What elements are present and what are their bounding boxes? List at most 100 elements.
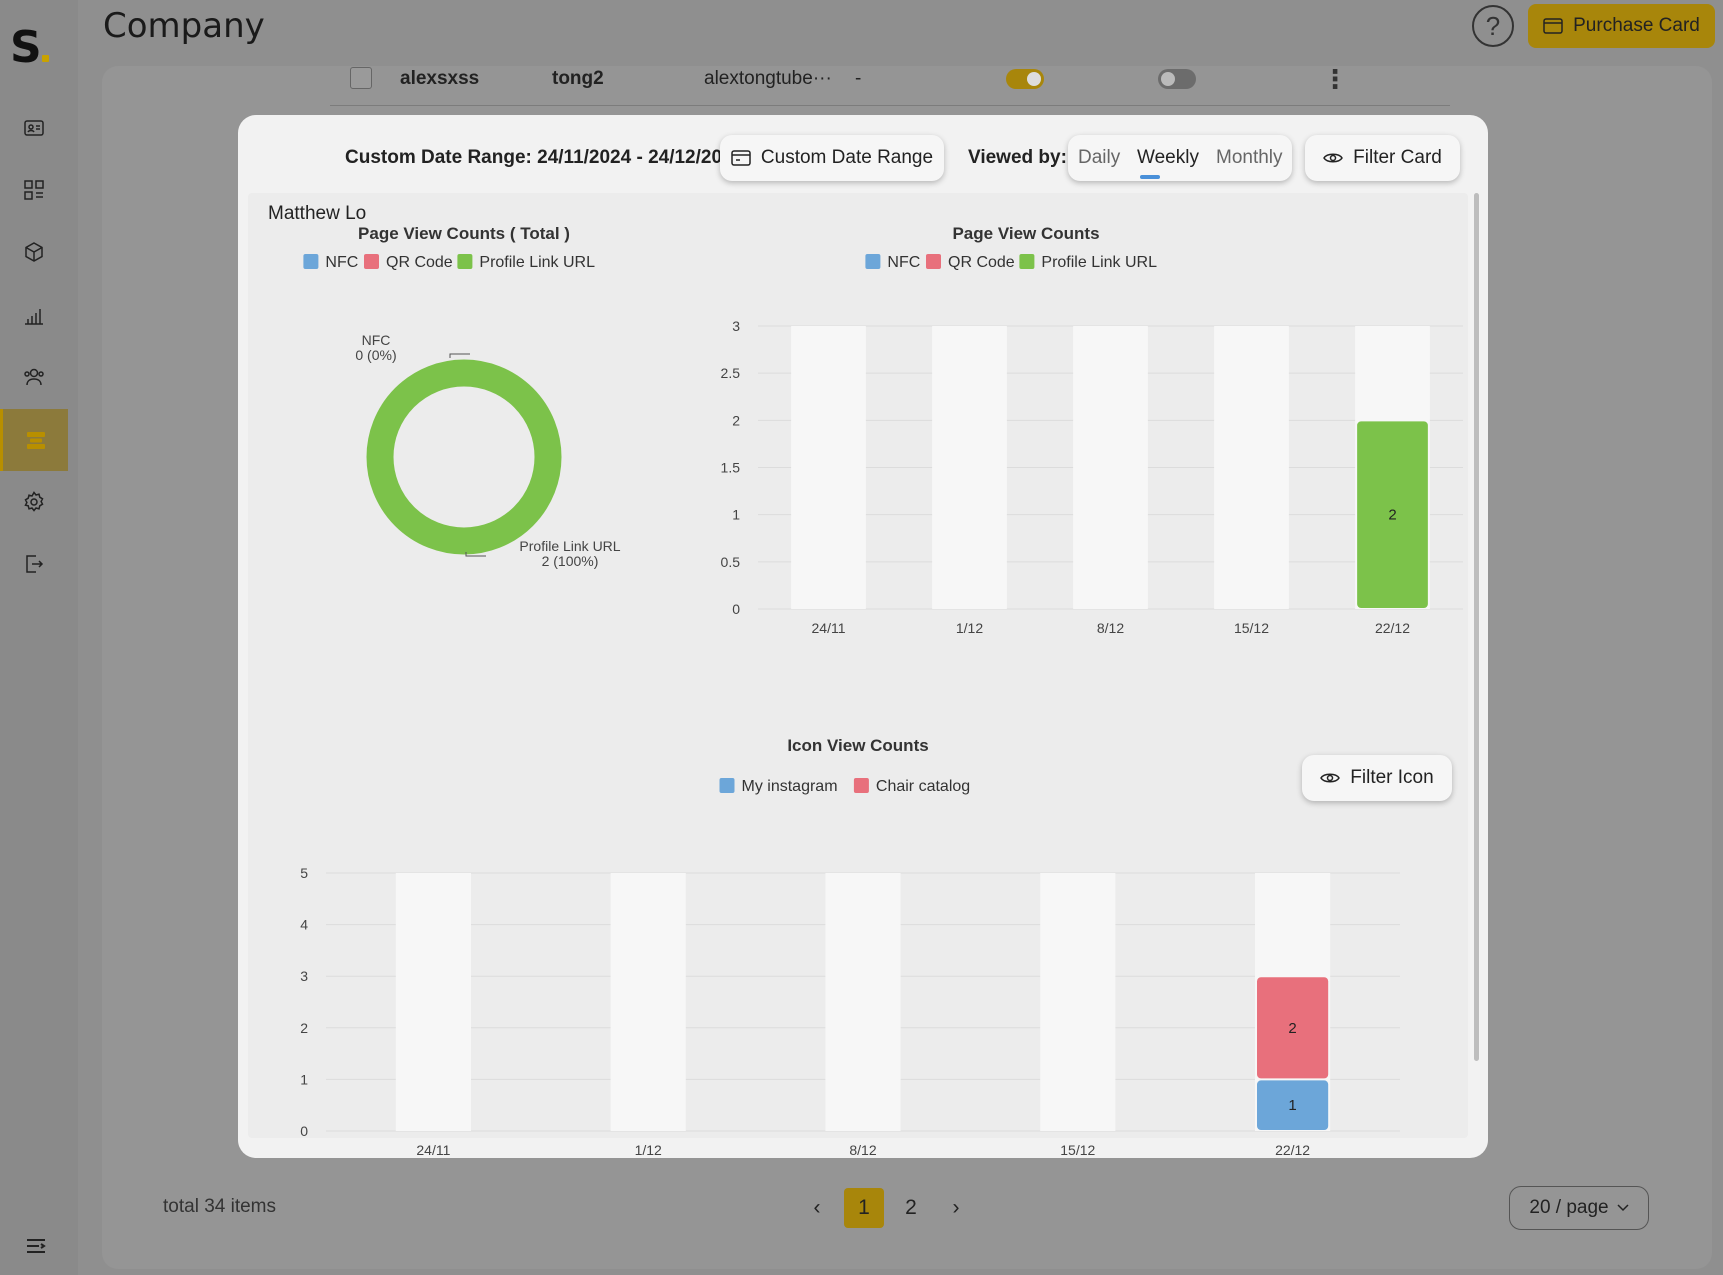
bar-background (610, 873, 686, 1131)
prev-page-button[interactable]: ‹ (813, 1196, 821, 1219)
x-tick-label: 24/11 (812, 620, 846, 636)
legend-swatch-qr-code[interactable] (926, 254, 941, 269)
legend-swatch-profile-link-url[interactable] (457, 254, 473, 269)
legend-label-my-instagram[interactable]: My instagram (742, 778, 838, 795)
legend-label-nfc[interactable]: NFC (325, 254, 358, 271)
viewed-by-label: Viewed by: (968, 147, 1067, 168)
modal-scrollbar[interactable] (1474, 193, 1479, 1061)
nav-logout[interactable] (0, 533, 68, 595)
view-period-segmented: Daily Weekly Monthly (1068, 135, 1292, 181)
bar-background (1073, 326, 1148, 609)
row-toggle-inactive[interactable] (1158, 69, 1196, 89)
nav-cards[interactable] (0, 409, 68, 471)
legend-label-qr-code[interactable]: QR Code (386, 254, 453, 271)
icon-view-counts-chart: Icon View Counts My instagram Chair catalo… (300, 736, 1400, 1158)
filter-card-button[interactable]: Filter Card (1305, 135, 1460, 181)
analytics-modal: Custom Date Range: 24/11/2024 - 24/12/20… (238, 115, 1488, 1158)
row-email: alextongtube··· (704, 68, 832, 89)
bar-background (825, 873, 901, 1131)
calendar-icon (731, 150, 751, 166)
y-tick-label: 2.5 (721, 365, 741, 381)
nav-dashboard[interactable] (0, 159, 68, 221)
legend-swatch-my-instagram[interactable] (719, 778, 735, 793)
slice-label-nfc-name: NFC (362, 332, 391, 348)
row-toggle-active[interactable] (1006, 69, 1044, 89)
y-tick-label: 1.5 (721, 460, 741, 476)
page-size-select[interactable]: 20 / page (1509, 1186, 1649, 1230)
row-name: alexsxss (400, 68, 480, 89)
eye-icon (1323, 153, 1344, 163)
data-label: 2 (1388, 507, 1396, 524)
legend-swatch-qr-code[interactable] (364, 254, 379, 269)
legend-label-profile-link-url[interactable]: Profile Link URL (1041, 254, 1157, 271)
legend-swatch-nfc[interactable] (865, 254, 881, 269)
slice-label-profile-name: Profile Link URL (519, 538, 620, 554)
next-page-button[interactable]: › (952, 1196, 960, 1219)
filter-icon-button[interactable]: Filter Icon (1302, 755, 1452, 801)
view-daily[interactable]: Daily (1078, 147, 1121, 168)
nav-products[interactable] (0, 221, 68, 283)
legend-label-nfc[interactable]: NFC (887, 254, 920, 271)
filter-icon-label: Filter Icon (1350, 767, 1434, 788)
y-tick-label: 1 (300, 1071, 308, 1087)
page-2-button[interactable]: 2 (905, 1196, 917, 1219)
y-tick-label: 0 (732, 601, 740, 617)
donut-slice-profile-link-url (366, 359, 562, 555)
legend-swatch-nfc[interactable] (303, 254, 319, 269)
y-tick-label: 0.5 (721, 554, 741, 570)
bar-background (932, 326, 1007, 609)
sidebar: S (0, 0, 78, 1275)
owner-name: Matthew Lo (268, 203, 367, 224)
y-tick-label: 4 (300, 917, 308, 933)
label-line-profile (465, 552, 486, 557)
y-tick-label: 0 (300, 1123, 308, 1139)
data-label: 2 (1288, 1020, 1296, 1037)
bar-profile-link-url[interactable] (1357, 421, 1428, 608)
page-view-counts-chart: Page View Counts NFC QR Code Profile Link U… (721, 224, 1463, 636)
legend-swatch-profile-link-url[interactable] (1019, 254, 1035, 269)
nav-profile-card[interactable] (0, 97, 68, 159)
data-label: 1 (1288, 1097, 1296, 1114)
profile-card-icon (24, 120, 44, 136)
legend-label-profile-link-url[interactable]: Profile Link URL (479, 254, 595, 271)
dashboard-grid-icon (24, 180, 44, 200)
page-view-total-chart: Page View Counts ( Total )NFC QR Code Prof… (303, 224, 621, 569)
page-title: Company (103, 6, 265, 46)
purchase-card-button[interactable]: Purchase Card (1528, 4, 1715, 48)
help-button[interactable]: ? (1472, 5, 1514, 47)
chart-area: Matthew Lo Page View Counts ( Total ) NFC… (248, 193, 1468, 1158)
nav-analytics[interactable] (0, 284, 68, 346)
bar-background (395, 873, 471, 1131)
nav-users[interactable] (0, 346, 68, 408)
bar-chair-catalog[interactable] (1257, 977, 1329, 1079)
y-tick-label: 2 (300, 1020, 308, 1036)
row-checkbox[interactable] (350, 67, 372, 89)
y-tick-label: 3 (732, 318, 740, 334)
total-items: total 34 items (163, 1196, 276, 1217)
legend-label-qr-code[interactable]: QR Code (948, 254, 1015, 271)
legend-swatch-chair-catalog[interactable] (853, 778, 869, 793)
view-weekly[interactable]: Weekly (1137, 147, 1199, 168)
nav-settings[interactable] (0, 471, 68, 533)
table-row[interactable]: alexsxss tong2 alextongtube··· - ⋮ (330, 64, 1450, 106)
y-tick-label: 2 (732, 412, 740, 428)
users-icon (24, 368, 44, 386)
filter-card-label: Filter Card (1353, 147, 1442, 168)
row-dash: - (855, 68, 862, 89)
menu-collapse-icon[interactable] (26, 1238, 46, 1254)
bar-my-instagram[interactable] (1257, 1080, 1329, 1130)
view-monthly[interactable]: Monthly (1216, 147, 1283, 168)
cards-icon (26, 432, 45, 449)
custom-date-range-button[interactable]: Custom Date Range (720, 135, 944, 181)
help-icon: ? (1485, 10, 1501, 41)
x-tick-label: 24/11 (416, 1142, 450, 1158)
chart-title: Page View Counts (952, 224, 1099, 243)
x-tick-label: 1/12 (956, 620, 983, 636)
x-tick-label: 8/12 (1097, 620, 1124, 636)
gear-icon (24, 491, 44, 512)
page-1-button[interactable]: 1 (844, 1188, 884, 1228)
x-tick-label: 15/12 (1060, 1142, 1095, 1158)
row-more-icon[interactable]: ⋮ (1322, 64, 1348, 94)
bar-chart-icon (25, 309, 43, 325)
legend-label-chair-catalog[interactable]: Chair catalog (876, 778, 970, 795)
